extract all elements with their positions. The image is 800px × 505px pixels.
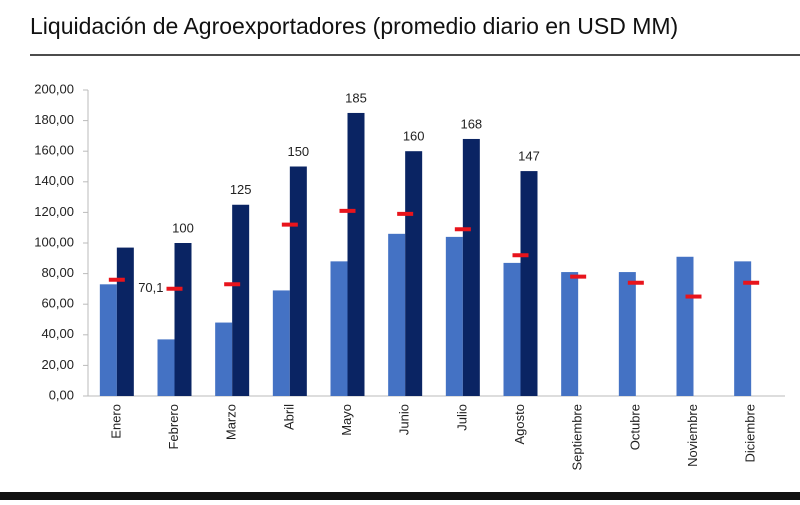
value-label: 125	[230, 182, 252, 197]
bar	[618, 272, 636, 396]
y-tick-label: 60,00	[41, 296, 74, 311]
bar	[232, 204, 250, 396]
value-label: 168	[460, 116, 482, 131]
value-label: 147	[518, 149, 540, 164]
x-tick-label: Diciembre	[743, 404, 758, 463]
bar	[561, 272, 579, 396]
y-tick-label: 100,00	[34, 234, 74, 249]
y-tick-label: 200,00	[34, 81, 74, 96]
bar	[734, 261, 752, 396]
bar	[157, 339, 175, 396]
y-tick-label: 160,00	[34, 143, 74, 158]
screen-bar	[0, 492, 800, 500]
x-tick-label: Junio	[397, 404, 412, 435]
bar	[99, 284, 117, 396]
bar	[388, 233, 406, 396]
value-label: 100	[172, 220, 194, 235]
x-tick-label: Julio	[454, 404, 469, 431]
bar	[347, 112, 365, 396]
bar	[289, 166, 307, 396]
bar	[116, 247, 134, 396]
bar	[215, 322, 233, 396]
bar	[272, 290, 290, 396]
x-tick-label: Mayo	[339, 404, 354, 436]
y-tick-label: 180,00	[34, 112, 74, 127]
value-label: 160	[403, 129, 425, 144]
bar	[676, 256, 694, 396]
x-tick-label: Abril	[281, 404, 296, 430]
bar	[462, 138, 480, 396]
bar	[520, 171, 538, 396]
value-label: 185	[345, 90, 367, 105]
x-tick-label: Octubre	[627, 404, 642, 450]
bar	[503, 262, 521, 396]
value-label: 150	[287, 144, 309, 159]
y-tick-label: 0,00	[49, 387, 74, 402]
bar	[174, 243, 192, 396]
x-tick-label: Agosto	[512, 404, 527, 444]
y-tick-label: 120,00	[34, 204, 74, 219]
x-tick-label: Marzo	[224, 404, 239, 440]
value-label: 70,1	[138, 280, 163, 295]
y-tick-label: 20,00	[41, 357, 74, 372]
y-tick-label: 80,00	[41, 265, 74, 280]
bar	[330, 261, 348, 396]
y-tick-label: 40,00	[41, 326, 74, 341]
x-tick-label: Noviembre	[685, 404, 700, 467]
x-tick-label: Enero	[108, 404, 123, 439]
bar	[445, 236, 463, 396]
y-tick-label: 140,00	[34, 173, 74, 188]
chart-title: Liquidación de Agroexportadores (promedi…	[30, 13, 678, 39]
x-tick-label: Septiembre	[570, 404, 585, 470]
bar	[405, 151, 423, 396]
x-tick-label: Febrero	[166, 404, 181, 450]
